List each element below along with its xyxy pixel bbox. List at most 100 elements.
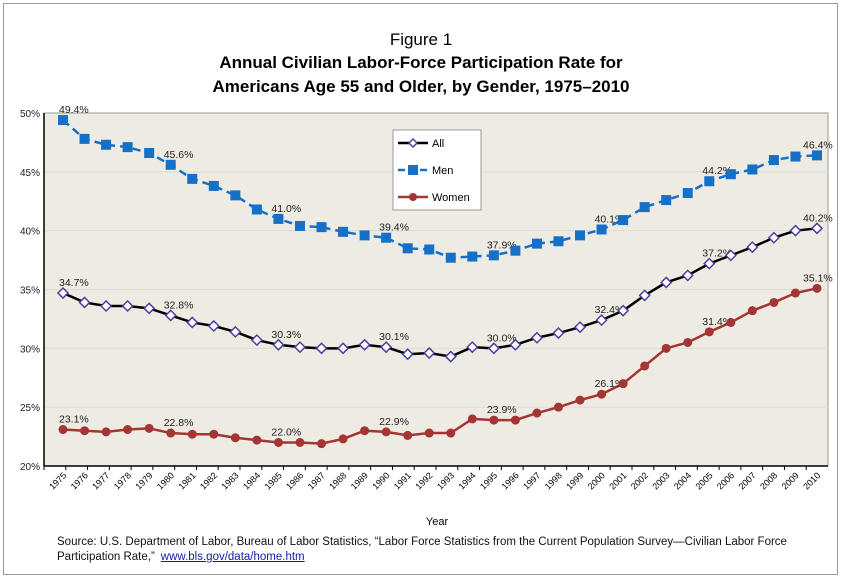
legend-item: Men xyxy=(398,165,453,177)
data-point xyxy=(359,230,370,241)
y-tick-label: 45% xyxy=(20,168,40,179)
source-link[interactable]: www.bls.gov/data/home.htm xyxy=(160,551,305,563)
data-label: 23.9% xyxy=(487,404,517,416)
data-point xyxy=(209,429,219,439)
data-point xyxy=(746,241,759,254)
data-point xyxy=(466,341,479,354)
y-tick-label: 20% xyxy=(20,462,40,473)
data-point xyxy=(618,379,628,389)
data-label: 22.0% xyxy=(271,426,301,438)
data-point xyxy=(80,426,90,436)
data-point xyxy=(617,304,630,317)
x-tick-label: 1976 xyxy=(69,470,90,491)
data-point xyxy=(122,142,133,153)
legend-item: Women xyxy=(398,192,470,204)
data-point xyxy=(661,343,671,353)
data-point xyxy=(402,243,413,254)
data-point xyxy=(56,286,70,300)
x-tick-label: 2002 xyxy=(629,470,650,491)
data-point xyxy=(747,164,758,175)
data-point xyxy=(532,408,542,418)
x-tick-label: 1981 xyxy=(176,470,197,491)
data-point xyxy=(423,346,436,360)
data-point xyxy=(100,299,113,313)
legend-marker xyxy=(408,165,418,175)
data-point xyxy=(381,427,391,437)
data-point xyxy=(208,180,219,191)
x-tick-label: 1979 xyxy=(133,470,154,491)
data-label: 41.0% xyxy=(271,203,301,215)
data-point xyxy=(747,306,757,316)
x-tick-label: 1983 xyxy=(220,470,241,491)
data-point xyxy=(251,204,262,215)
data-point xyxy=(553,236,564,247)
figure-label: Figure 1 xyxy=(390,30,452,49)
x-tick-label: 1995 xyxy=(478,470,499,491)
x-tick-label: 1997 xyxy=(521,470,542,491)
data-label: 37.2% xyxy=(702,248,732,260)
data-point xyxy=(207,319,220,333)
x-tick-label: 2005 xyxy=(693,470,714,491)
x-tick-label: 1989 xyxy=(349,470,370,491)
x-tick-label: 2009 xyxy=(780,470,801,491)
data-point xyxy=(618,215,629,226)
data-point xyxy=(510,415,520,425)
data-point xyxy=(575,230,586,241)
legend-label: Men xyxy=(432,165,453,177)
data-label: 23.1% xyxy=(59,414,89,426)
data-point xyxy=(230,433,240,443)
data-point xyxy=(595,314,608,327)
x-tick-label: 1988 xyxy=(327,470,348,491)
data-point xyxy=(812,283,822,293)
data-point xyxy=(510,245,521,256)
data-label: 45.6% xyxy=(164,149,194,161)
data-point xyxy=(78,296,91,309)
x-tick-label: 1999 xyxy=(564,470,585,491)
data-point xyxy=(295,437,305,447)
data-point xyxy=(704,327,714,337)
data-point xyxy=(229,325,242,338)
data-point xyxy=(79,133,90,144)
data-label: 37.9% xyxy=(487,239,517,251)
data-point xyxy=(487,342,500,355)
data-point xyxy=(230,190,241,201)
y-tick-label: 40% xyxy=(20,227,40,238)
data-point xyxy=(767,231,780,244)
data-label: 31.4% xyxy=(702,316,732,328)
data-label: 44.2% xyxy=(702,165,732,177)
y-tick-label: 50% xyxy=(20,109,40,120)
data-label: 40.1% xyxy=(595,213,625,225)
data-label: 49.4% xyxy=(59,104,89,116)
x-tick-label: 1996 xyxy=(500,470,521,491)
data-point xyxy=(789,224,802,237)
series-line xyxy=(62,119,818,259)
y-tick-label: 35% xyxy=(20,286,40,297)
data-point xyxy=(186,316,199,329)
data-point xyxy=(317,439,327,449)
data-point xyxy=(575,395,585,405)
x-tick-label: 2007 xyxy=(737,470,758,491)
data-point xyxy=(810,222,824,235)
data-point xyxy=(165,159,176,170)
data-point xyxy=(315,342,328,355)
data-point xyxy=(725,169,736,180)
series-all: 34.7% 32.8% 30.3% 30.1% 30.0% 32.4% 37.2% 40.2% xyxy=(56,212,833,363)
x-tick-label: 1990 xyxy=(370,470,391,491)
data-point xyxy=(123,425,133,435)
x-tick-label: 1978 xyxy=(112,470,133,491)
x-tick-label: 1986 xyxy=(284,470,305,491)
x-tick-label: 2008 xyxy=(758,470,779,491)
data-point xyxy=(552,326,565,340)
x-tick-label: 2000 xyxy=(586,470,607,491)
data-point xyxy=(596,224,607,235)
x-tick-label: 1982 xyxy=(198,470,219,491)
x-tick-label: 1993 xyxy=(435,470,456,491)
x-axis-label: Year xyxy=(426,516,449,528)
data-point xyxy=(597,389,607,399)
data-point xyxy=(144,423,154,433)
data-point xyxy=(187,429,197,439)
data-label: 46.4% xyxy=(803,139,833,151)
data-label: 30.0% xyxy=(487,332,517,344)
source-note: Source: U.S. Department of Labor, Bureau… xyxy=(57,535,817,565)
